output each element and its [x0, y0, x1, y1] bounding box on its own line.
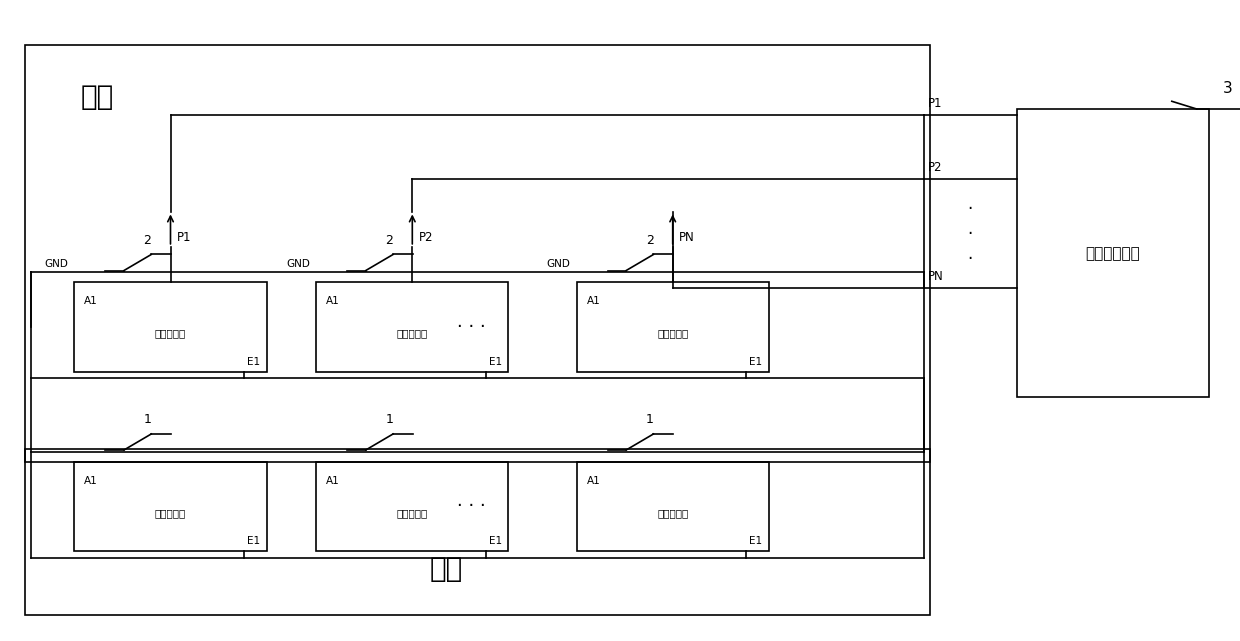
Text: 2: 2: [144, 234, 151, 247]
Text: GND: GND: [547, 259, 570, 269]
Text: 1: 1: [144, 413, 151, 426]
Text: · · ·: · · ·: [456, 497, 486, 515]
Text: 第二连接器: 第二连接器: [155, 328, 186, 338]
Text: E1: E1: [489, 536, 502, 546]
Text: A1: A1: [587, 296, 600, 306]
Text: GND: GND: [286, 259, 310, 269]
Text: A1: A1: [326, 296, 340, 306]
Text: P2: P2: [928, 162, 942, 174]
Text: 第二连接器: 第二连接器: [657, 328, 688, 338]
Text: PN: PN: [680, 231, 694, 244]
Text: E1: E1: [749, 536, 763, 546]
Text: P1: P1: [177, 231, 191, 244]
Text: 主板: 主板: [81, 83, 114, 112]
Text: P1: P1: [928, 97, 942, 110]
Text: · · ·: · · ·: [456, 318, 486, 336]
Text: E1: E1: [749, 356, 763, 367]
Text: 2: 2: [646, 234, 653, 247]
Text: 电源管理模块: 电源管理模块: [1085, 246, 1141, 261]
Text: 第一连接器: 第一连接器: [155, 508, 186, 518]
Text: A1: A1: [326, 476, 340, 486]
Text: 3: 3: [1223, 81, 1233, 96]
Text: 2: 2: [386, 234, 393, 247]
Text: 第二连接器: 第二连接器: [397, 328, 428, 338]
Text: 第一连接器: 第一连接器: [657, 508, 688, 518]
Text: E1: E1: [489, 356, 502, 367]
Text: A1: A1: [84, 296, 98, 306]
Text: GND: GND: [45, 259, 68, 269]
Text: A1: A1: [587, 476, 600, 486]
Text: ·
·
·: · · ·: [967, 200, 973, 268]
Text: PN: PN: [928, 271, 944, 283]
Text: 1: 1: [386, 413, 393, 426]
Text: 背板: 背板: [430, 555, 463, 583]
Text: E1: E1: [247, 536, 260, 546]
Text: A1: A1: [84, 476, 98, 486]
Text: E1: E1: [247, 356, 260, 367]
Text: 1: 1: [646, 413, 653, 426]
Text: P2: P2: [419, 231, 433, 244]
Text: 第一连接器: 第一连接器: [397, 508, 428, 518]
